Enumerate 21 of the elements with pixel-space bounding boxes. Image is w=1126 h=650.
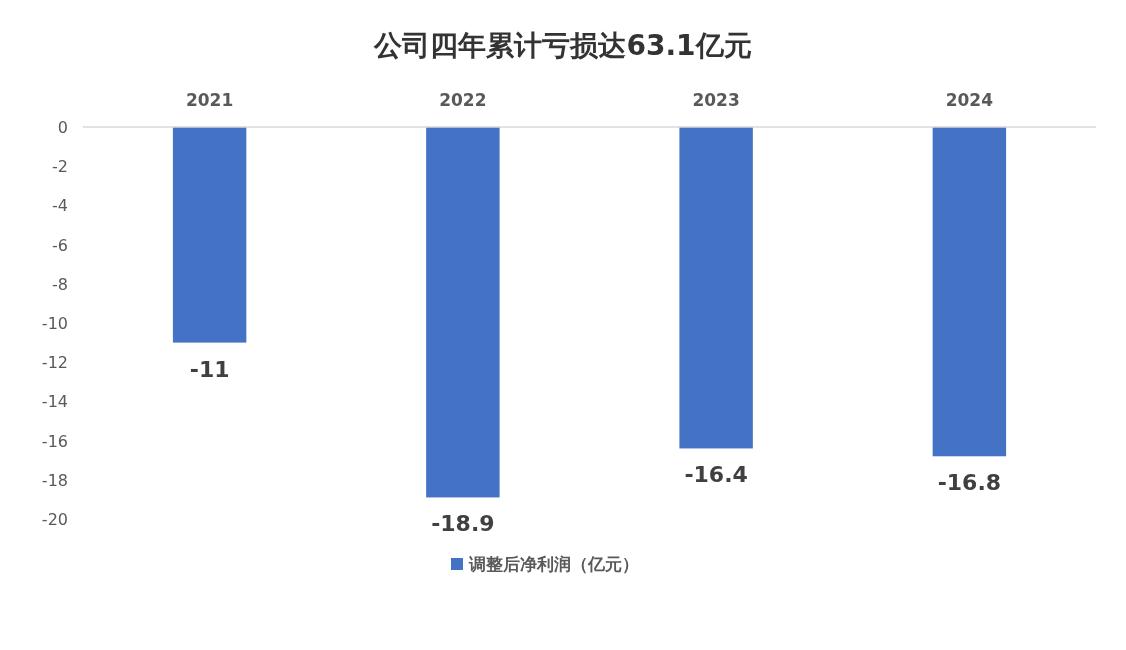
- y-tick-label: -20: [41, 510, 68, 529]
- x-tick-label: 2021: [185, 90, 234, 110]
- legend: 调整后净利润（亿元）: [451, 554, 639, 574]
- y-tick-label: -14: [41, 392, 68, 412]
- data-label: -11: [189, 356, 230, 382]
- y-tick-label: -18: [41, 470, 68, 490]
- x-tick-label: 2022: [439, 90, 487, 110]
- y-tick-label: -16: [41, 431, 68, 451]
- y-tick-label: -8: [52, 274, 68, 294]
- y-tick-label: -6: [52, 235, 68, 255]
- chart-title: 公司四年累计亏损达63.1亿元: [373, 29, 752, 62]
- data-label: -16.8: [937, 470, 1002, 496]
- y-tick-label: -2: [52, 157, 68, 177]
- x-tick-label: 2024: [945, 90, 994, 110]
- data-label: -18.9: [431, 511, 495, 537]
- y-tick-label: 0: [57, 118, 68, 137]
- y-tick-label: -4: [52, 196, 68, 216]
- x-tick-label: 2023: [692, 90, 740, 110]
- data-label: -16.4: [684, 462, 748, 488]
- y-tick-label: -10: [41, 314, 68, 333]
- y-tick-label: -12: [41, 353, 68, 373]
